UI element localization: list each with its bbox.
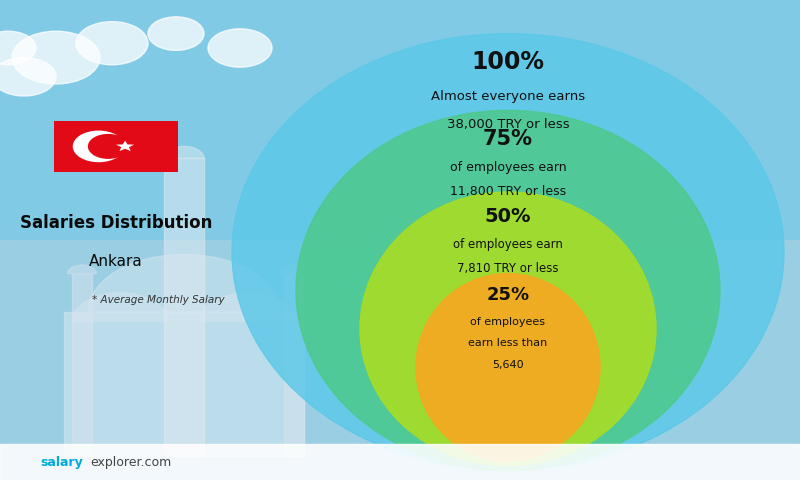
- Ellipse shape: [232, 34, 784, 470]
- Text: 50%: 50%: [485, 206, 531, 226]
- Text: Ankara: Ankara: [89, 254, 143, 269]
- Text: of employees: of employees: [470, 317, 546, 326]
- Text: 7,810 TRY or less: 7,810 TRY or less: [458, 262, 558, 276]
- Bar: [54, 121, 178, 172]
- Bar: [0, 444, 800, 480]
- Circle shape: [89, 134, 128, 158]
- Text: explorer.com: explorer.com: [90, 456, 172, 469]
- Circle shape: [208, 29, 272, 67]
- Bar: [64, 312, 304, 456]
- Text: Salaries Distribution: Salaries Distribution: [20, 214, 212, 232]
- Circle shape: [12, 31, 100, 84]
- Ellipse shape: [416, 274, 600, 461]
- Circle shape: [0, 58, 56, 96]
- Bar: [284, 274, 304, 456]
- Wedge shape: [280, 265, 309, 274]
- Circle shape: [76, 22, 148, 65]
- Bar: [164, 158, 204, 456]
- Bar: [0, 0, 800, 240]
- Wedge shape: [88, 254, 280, 312]
- Text: 25%: 25%: [486, 286, 530, 304]
- Text: Almost everyone earns: Almost everyone earns: [431, 89, 585, 103]
- Wedge shape: [164, 146, 204, 158]
- Text: of employees earn: of employees earn: [453, 238, 563, 252]
- Text: salary: salary: [40, 456, 82, 469]
- Text: 75%: 75%: [483, 129, 533, 149]
- Wedge shape: [200, 293, 296, 322]
- Circle shape: [148, 17, 204, 50]
- Text: 5,640: 5,640: [492, 360, 524, 370]
- Text: 11,800 TRY or less: 11,800 TRY or less: [450, 185, 566, 199]
- Bar: [72, 274, 92, 456]
- Circle shape: [0, 31, 36, 65]
- Wedge shape: [72, 293, 168, 322]
- Circle shape: [74, 132, 124, 162]
- Text: 100%: 100%: [471, 50, 545, 74]
- Text: 38,000 TRY or less: 38,000 TRY or less: [446, 118, 570, 132]
- Text: earn less than: earn less than: [468, 338, 548, 348]
- Bar: [0, 240, 800, 480]
- Ellipse shape: [296, 110, 720, 470]
- Text: * Average Monthly Salary: * Average Monthly Salary: [92, 295, 225, 305]
- Text: of employees earn: of employees earn: [450, 161, 566, 175]
- Wedge shape: [67, 265, 96, 274]
- Polygon shape: [116, 141, 134, 151]
- Ellipse shape: [360, 192, 656, 466]
